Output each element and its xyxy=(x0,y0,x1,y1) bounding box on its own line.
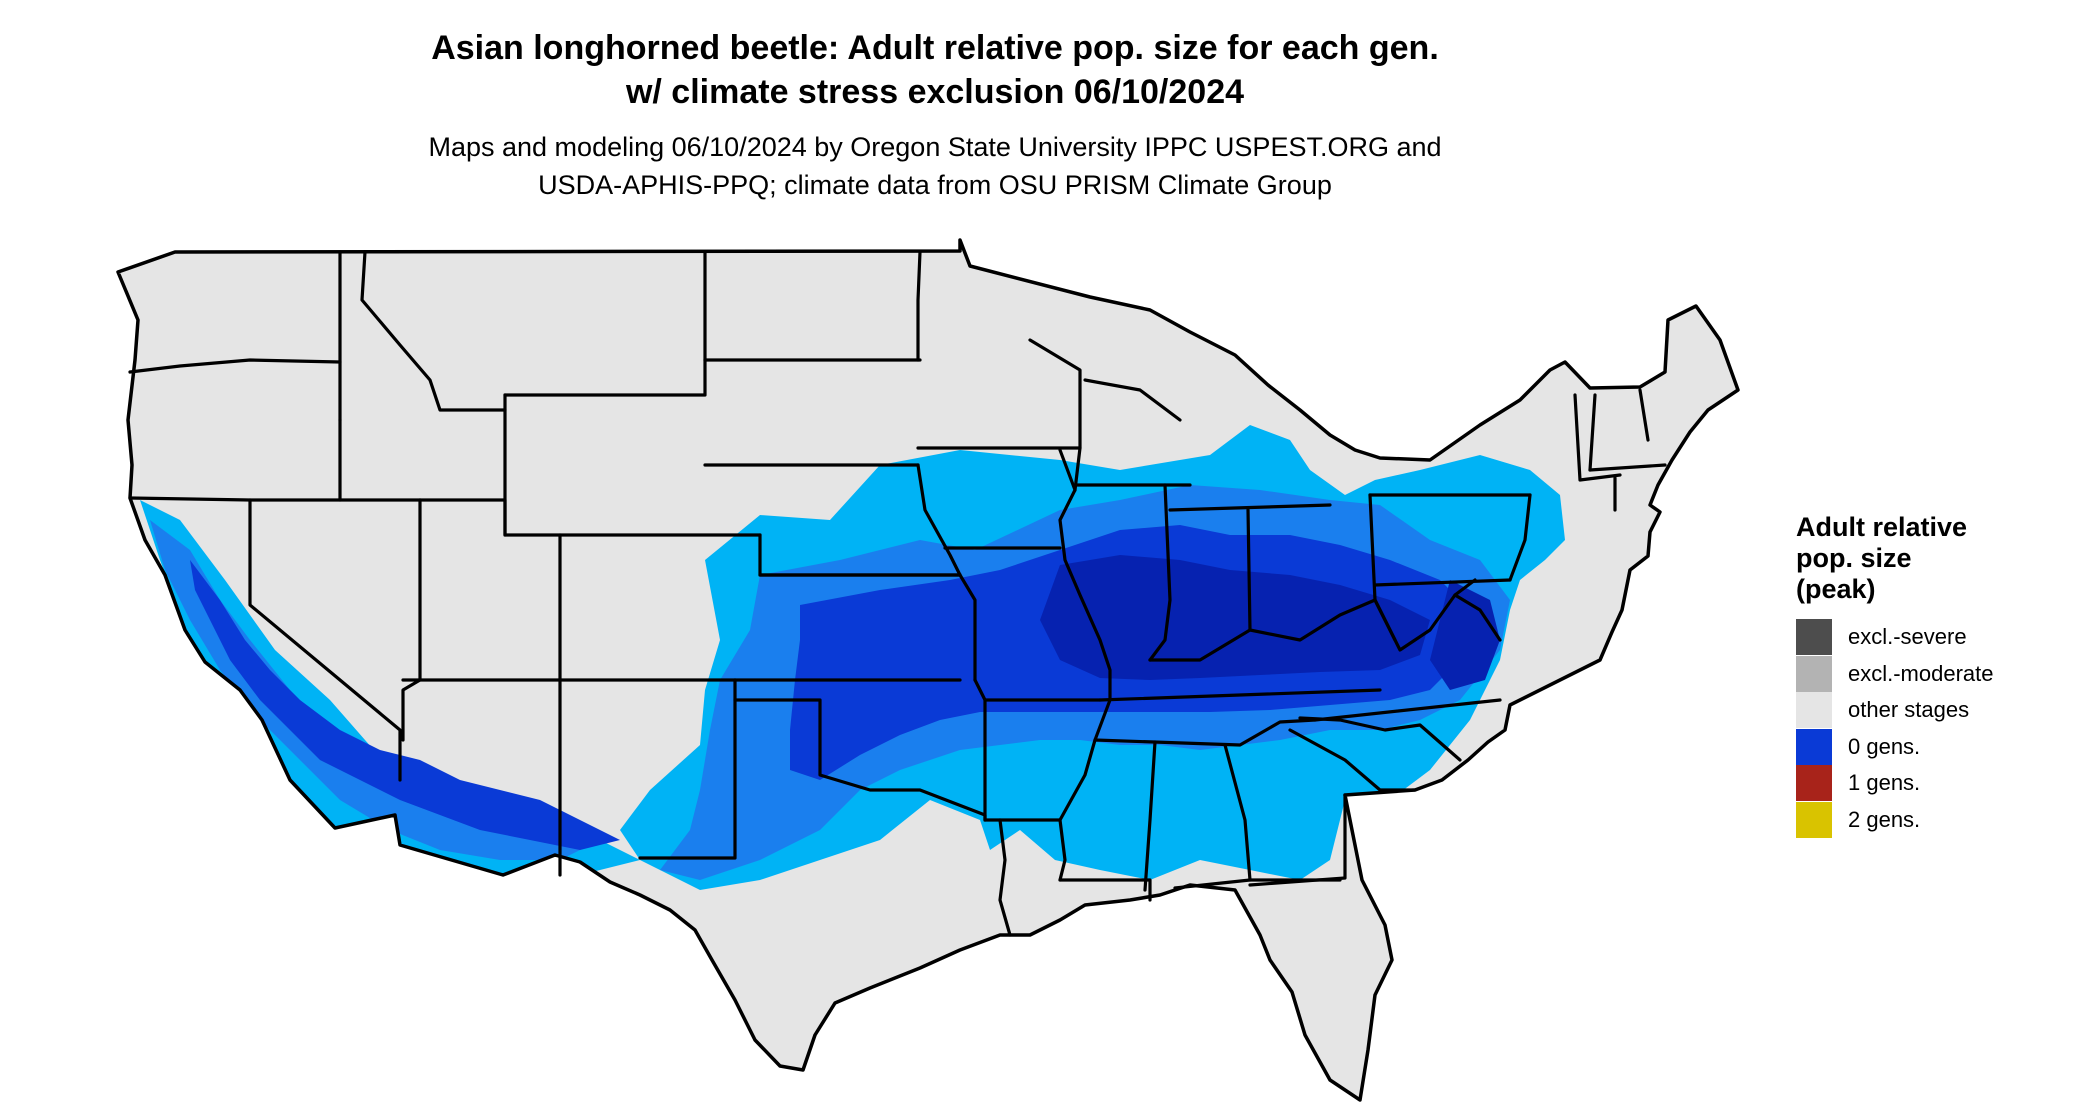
border-pa-south xyxy=(1373,578,1512,587)
border-id-nv-ut xyxy=(418,498,507,537)
shade-core-darkest xyxy=(1040,555,1430,680)
legend-swatch xyxy=(1796,692,1832,729)
title-line-2: w/ climate stress exclusion 06/10/2024 xyxy=(625,73,1245,111)
border-ne-ia-mo xyxy=(916,463,962,577)
border-or-wa xyxy=(128,358,342,374)
border-nd-mn xyxy=(916,250,922,362)
legend-item-excl-moderate: excl.-moderate xyxy=(1796,655,2086,693)
legend-label: excl.-moderate xyxy=(1848,660,1994,686)
population-shading xyxy=(140,425,1565,890)
border-wi-mi xyxy=(1083,378,1182,422)
state-borders xyxy=(128,250,1667,937)
legend: Adult relative pop. size (peak) excl.-se… xyxy=(1796,512,2086,838)
border-ms-al xyxy=(1143,740,1157,892)
legend-swatch xyxy=(1796,765,1832,802)
legend-title-line-1: Adult relative xyxy=(1796,512,1968,542)
border-oh-pa xyxy=(1368,493,1377,602)
legend-title-line-3: (peak) xyxy=(1796,574,1876,604)
shade-sw-dark xyxy=(190,560,620,850)
legend-swatch xyxy=(1796,728,1832,765)
legend-title-line-2: pop. size xyxy=(1796,543,1912,573)
border-wv-va xyxy=(1373,578,1477,652)
border-nc-va xyxy=(1313,698,1502,722)
border-nv-ut xyxy=(401,498,422,742)
legend-label: 1 gens. xyxy=(1848,770,1921,796)
border-nm-tx xyxy=(638,678,737,860)
legend-item-excl-severe: excl.-severe xyxy=(1796,619,2086,656)
legend-item-other-stages: other stages xyxy=(1796,692,2086,729)
border-mi-in-oh xyxy=(1168,503,1332,512)
border-nh-me xyxy=(1638,388,1650,442)
subtitle-line-1: Maps and modeling 06/10/2024 by Oregon S… xyxy=(428,132,1442,162)
title-line-1: Asian longhorned beetle: Adult relative … xyxy=(431,29,1439,67)
border-pa-nj xyxy=(1508,493,1532,582)
border-il-in xyxy=(1148,483,1172,662)
border-vt-nh xyxy=(1588,393,1597,472)
border-ny-ne xyxy=(1573,393,1622,482)
border-ga-fl xyxy=(1248,793,1347,887)
legend-title: Adult relative pop. size (peak) xyxy=(1796,512,2086,605)
legend-label: excl.-severe xyxy=(1848,624,1967,650)
border-id-mt xyxy=(360,250,507,412)
border-mn-wi xyxy=(1028,338,1082,492)
legend-item-0-gens: 0 gens. xyxy=(1796,728,2086,766)
border-mt-wy xyxy=(503,358,707,397)
legend-item-1-gens: 1 gens. xyxy=(1796,765,2086,802)
legend-item-2-gens: 2 gens. xyxy=(1796,801,2086,839)
us-outline xyxy=(116,238,1740,1102)
legend-swatch xyxy=(1796,801,1832,838)
border-ca-nv xyxy=(248,498,402,782)
subtitle-line-2: USDA-APHIS-PPQ; climate data from OSU PR… xyxy=(538,170,1332,200)
map-subtitle: Maps and modeling 06/10/2024 by Oregon S… xyxy=(0,128,1870,204)
legend-label: 2 gens. xyxy=(1848,806,1921,832)
map-title: Asian longhorned beetle: Adult relative … xyxy=(0,26,1870,114)
legend-label: other stages xyxy=(1848,697,1970,723)
border-al-ga xyxy=(1223,743,1252,882)
border-ga-sc xyxy=(1288,728,1417,792)
border-ks-mo xyxy=(958,573,977,682)
border-mississippi-river xyxy=(1058,448,1112,882)
legend-swatch xyxy=(1796,655,1832,692)
legend-label: 0 gens. xyxy=(1848,733,1921,759)
border-ky-tn xyxy=(1098,688,1382,702)
border-gulf-ms-al xyxy=(1058,878,1152,902)
border-va-md xyxy=(1453,593,1502,642)
legend-swatch xyxy=(1796,619,1832,656)
border-tx-la xyxy=(998,818,1012,937)
border-ma-ct-ri xyxy=(1588,463,1667,512)
border-in-oh xyxy=(1246,508,1252,632)
border-tn-south xyxy=(1093,718,1317,747)
